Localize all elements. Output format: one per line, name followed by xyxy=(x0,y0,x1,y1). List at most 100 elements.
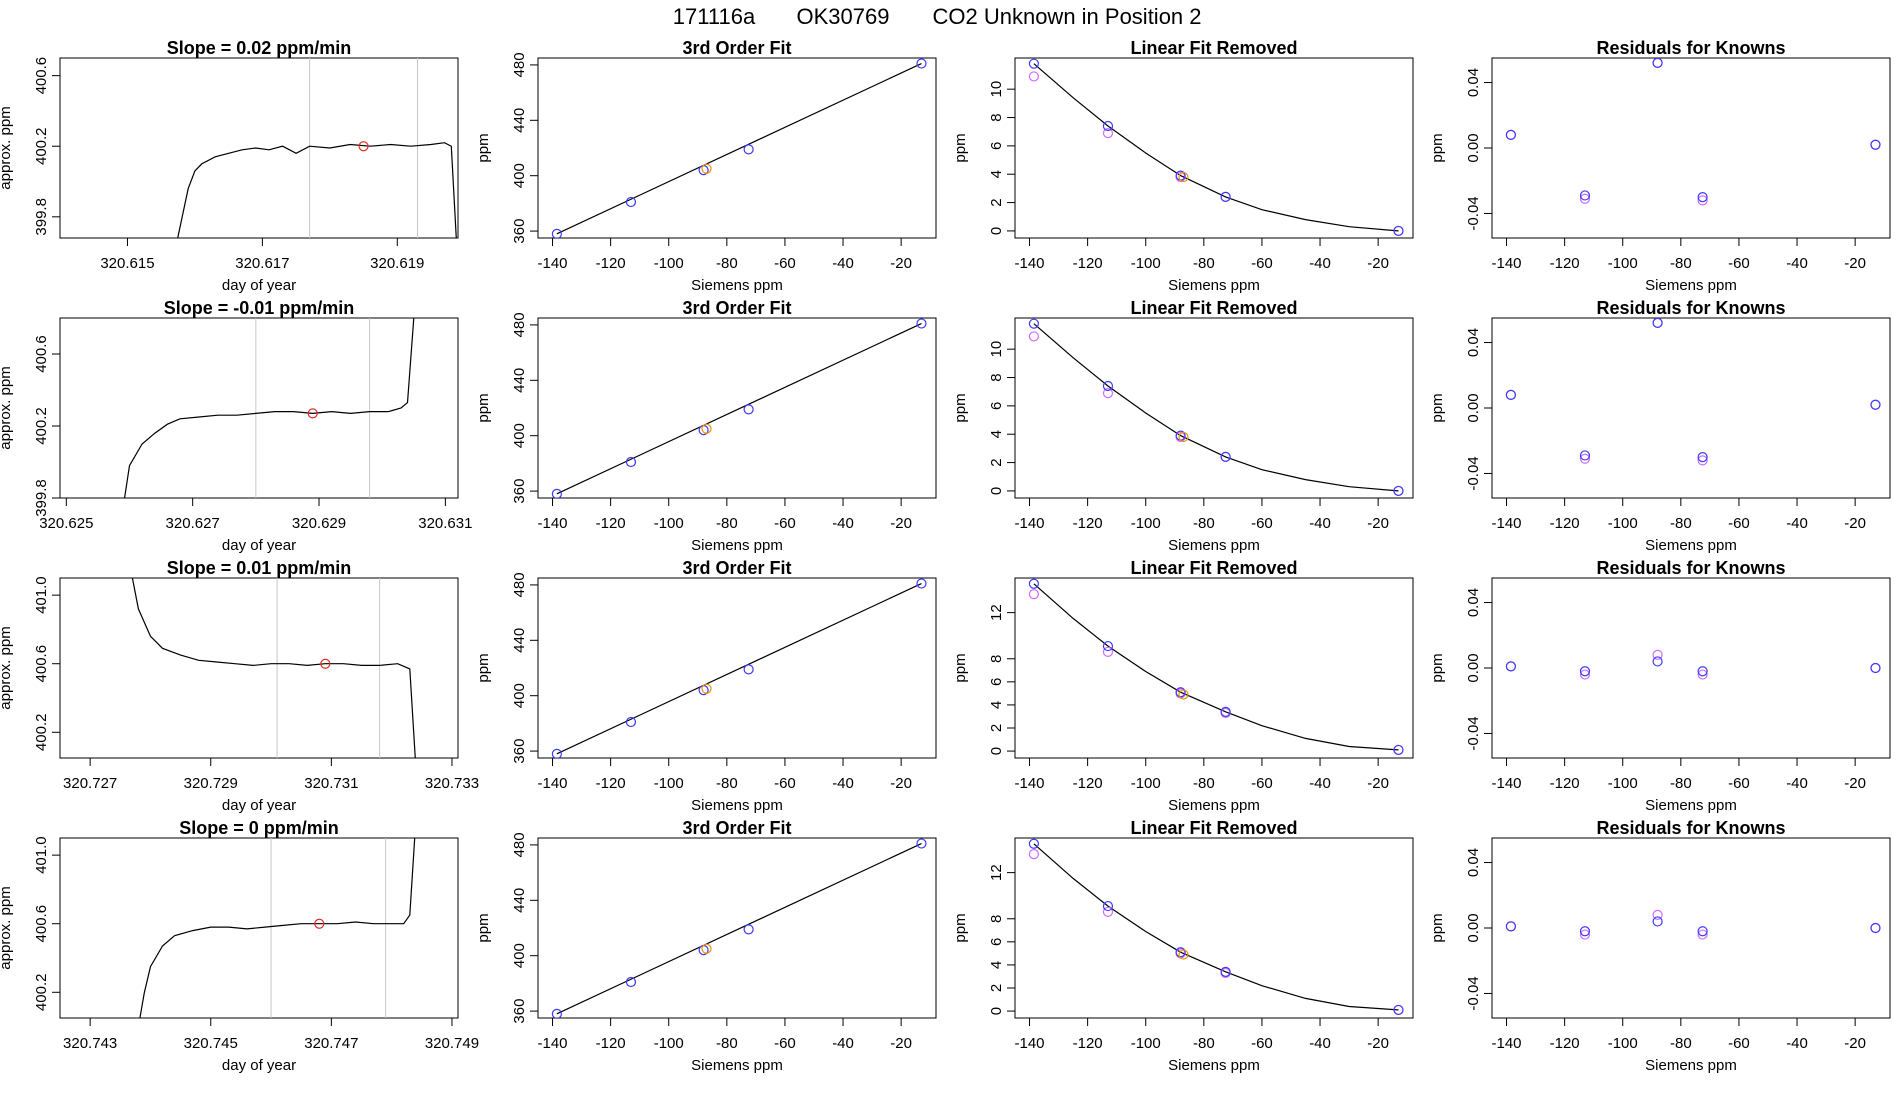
y-tick-label: 4 xyxy=(988,430,1005,438)
y-axis-label: ppm xyxy=(1429,133,1446,162)
y-tick-label: 8 xyxy=(988,113,1005,121)
x-tick-label: -60 xyxy=(1728,1035,1750,1052)
x-axis-label: day of year xyxy=(222,537,296,554)
y-tick-label: 0.00 xyxy=(1465,653,1482,682)
known-point xyxy=(1652,656,1663,667)
x-tick-label: -140 xyxy=(538,255,568,272)
panel-title: 3rd Order Fit xyxy=(682,818,791,838)
y-tick-label: 6 xyxy=(988,142,1005,150)
known-point xyxy=(551,748,562,758)
unknown-point xyxy=(1178,689,1189,700)
plot-area xyxy=(551,838,927,1018)
x-tick-label: -80 xyxy=(1193,515,1215,532)
known-point xyxy=(1579,926,1591,937)
known-point-alt xyxy=(1102,388,1114,399)
plot-frame xyxy=(59,57,459,239)
x-axis-label: Siemens ppm xyxy=(691,277,783,294)
plot-frame xyxy=(537,317,937,499)
y-tick-label: 440 xyxy=(511,368,528,393)
known-point xyxy=(1175,687,1186,698)
x-tick-label: -140 xyxy=(1015,775,1045,792)
x-tick-label: 320.749 xyxy=(425,1035,479,1052)
x-tick-label: -80 xyxy=(716,775,738,792)
known-point xyxy=(1870,139,1881,150)
y-axis-label: approx. ppm xyxy=(0,626,14,709)
x-tick-label: -80 xyxy=(1193,1035,1215,1052)
x-tick-label: -80 xyxy=(716,515,738,532)
x-tick-label: -100 xyxy=(1608,515,1638,532)
x-tick-label: -60 xyxy=(774,775,796,792)
y-tick-label: 401.0 xyxy=(33,836,50,874)
unknown-point xyxy=(1178,171,1189,183)
x-axis-label: day of year xyxy=(222,1057,296,1074)
y-axis-label: approx. ppm xyxy=(0,106,14,189)
x-tick-label: -20 xyxy=(1367,1035,1389,1052)
plot-area xyxy=(551,318,927,498)
x-tick-label: -140 xyxy=(1015,1035,1045,1052)
x-tick-label: -40 xyxy=(1309,255,1331,272)
known-point xyxy=(1220,706,1231,717)
x-tick-label: -60 xyxy=(1251,255,1273,272)
y-tick-label: 480 xyxy=(511,52,528,77)
plot-frame xyxy=(1014,577,1414,759)
y-axis-label: approx. ppm xyxy=(0,886,14,969)
x-tick-label: -140 xyxy=(1492,255,1522,272)
x-tick-label: -40 xyxy=(832,255,854,272)
panel-4-2: Residuals for Knowns Siemens ppm ppm -140 -1… xyxy=(1429,298,1891,554)
known-point xyxy=(1028,838,1039,849)
plot-area xyxy=(1505,909,1881,940)
y-tick-label: 0.00 xyxy=(1465,913,1482,942)
panel-title: Slope = 0.01 ppm/min xyxy=(167,558,352,578)
y-tick-label: 0.00 xyxy=(1465,133,1482,162)
known-point xyxy=(1652,916,1663,927)
y-tick-label: 12 xyxy=(988,864,1005,881)
x-axis-label: Siemens ppm xyxy=(1645,537,1737,554)
concentration-trace xyxy=(131,578,416,758)
known-point xyxy=(1652,318,1663,329)
y-axis-label: ppm xyxy=(952,913,969,942)
panel-4-4: Residuals for Knowns Siemens ppm ppm -140 -1… xyxy=(1429,818,1891,1074)
x-tick-label: 320.627 xyxy=(166,515,220,532)
y-axis-label: approx. ppm xyxy=(0,366,14,449)
known-point-alt xyxy=(1579,453,1591,464)
x-tick-label: 320.619 xyxy=(370,255,424,272)
known-point xyxy=(1102,640,1114,652)
figure-title-description: CO2 Unknown in Position 2 xyxy=(932,4,1201,29)
y-axis-label: ppm xyxy=(1429,913,1446,942)
concentration-trace xyxy=(139,838,416,1018)
known-point xyxy=(916,838,927,849)
unknown-point xyxy=(314,918,325,929)
known-point-alt xyxy=(1579,929,1591,940)
x-tick-label: -100 xyxy=(1131,775,1161,792)
panel-3-4: Linear Fit Removed Siemens ppm ppm -140 -120… xyxy=(952,818,1414,1074)
y-tick-label: 12 xyxy=(988,604,1005,621)
y-tick-label: 0 xyxy=(988,747,1005,755)
plot-frame xyxy=(59,317,459,499)
panel-3-1: Linear Fit Removed Siemens ppm ppm -140 -120… xyxy=(952,38,1414,294)
chart-panels: Slope = 0.02 ppm/min day of year approx. p… xyxy=(0,38,1891,1074)
unknown-point xyxy=(1178,431,1189,443)
fit-curve xyxy=(1033,63,1399,232)
x-tick-label: -100 xyxy=(1608,1035,1638,1052)
y-tick-label: 10 xyxy=(988,341,1005,358)
unknown-point xyxy=(1178,949,1189,960)
unknown-point xyxy=(701,683,712,694)
concentration-trace xyxy=(177,142,457,238)
panel-1-3: Slope = 0.01 ppm/min day of year approx. p… xyxy=(0,558,479,814)
known-point xyxy=(916,318,927,329)
plot-area xyxy=(551,58,927,238)
x-tick-label: -140 xyxy=(1492,515,1522,532)
x-tick-label: -40 xyxy=(1786,1035,1808,1052)
known-point xyxy=(743,664,754,675)
x-tick-label: -20 xyxy=(890,255,912,272)
x-axis-label: Siemens ppm xyxy=(1645,797,1737,814)
concentration-trace xyxy=(123,318,415,498)
y-tick-label: 6 xyxy=(988,402,1005,410)
x-tick-label: -60 xyxy=(1251,775,1273,792)
panel-title: Residuals for Knowns xyxy=(1596,558,1785,578)
y-tick-label: -0.04 xyxy=(1465,456,1482,490)
x-axis-label: Siemens ppm xyxy=(1168,277,1260,294)
known-point-alt xyxy=(1652,649,1663,661)
plot-area xyxy=(1505,58,1881,206)
